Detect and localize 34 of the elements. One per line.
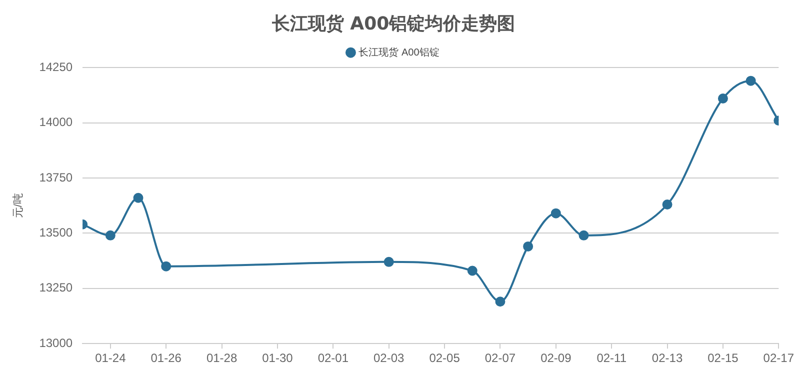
point [550,208,561,218]
point [467,266,478,276]
y-tick-label: 13500 [39,226,73,240]
point [662,199,672,210]
point [161,261,172,272]
x-tick-label: 02-05 [429,351,460,366]
x-tick-label: 02-13 [652,351,683,366]
point [384,256,394,267]
point [523,241,534,252]
x-tick-label: 02-15 [708,351,739,366]
x-tick-label: 02-01 [318,351,349,366]
x-tick-label: 01-26 [150,351,182,366]
x-tick-label: 02-17 [763,351,794,366]
x-tick-label: 02-03 [373,351,405,366]
y-axis-title: 元/吨 [12,193,25,218]
y-tick-label: 13750 [39,170,73,184]
x-tick-label: 01-28 [206,351,238,366]
y-tick-label: 14000 [39,115,73,130]
x-tick-label: 02-11 [596,351,627,366]
point [578,230,589,240]
point [718,94,728,104]
x-tick-label: 02-09 [540,351,572,366]
point [495,296,506,307]
point [105,230,116,240]
legend-label: 长江现货 A00铝锭 [358,46,440,58]
y-tick-label: 13000 [39,336,73,350]
x-tick-label: 01-24 [95,351,126,366]
chart-title: 长江现货 A00铝锭均价走势图 [270,13,516,34]
y-tick-label: 14250 [39,60,73,74]
x-tick-label: 02-07 [484,351,516,366]
x-tick-label: 01-30 [262,351,294,366]
y-tick-label: 13250 [39,280,73,295]
point [746,76,756,86]
point [133,192,144,203]
